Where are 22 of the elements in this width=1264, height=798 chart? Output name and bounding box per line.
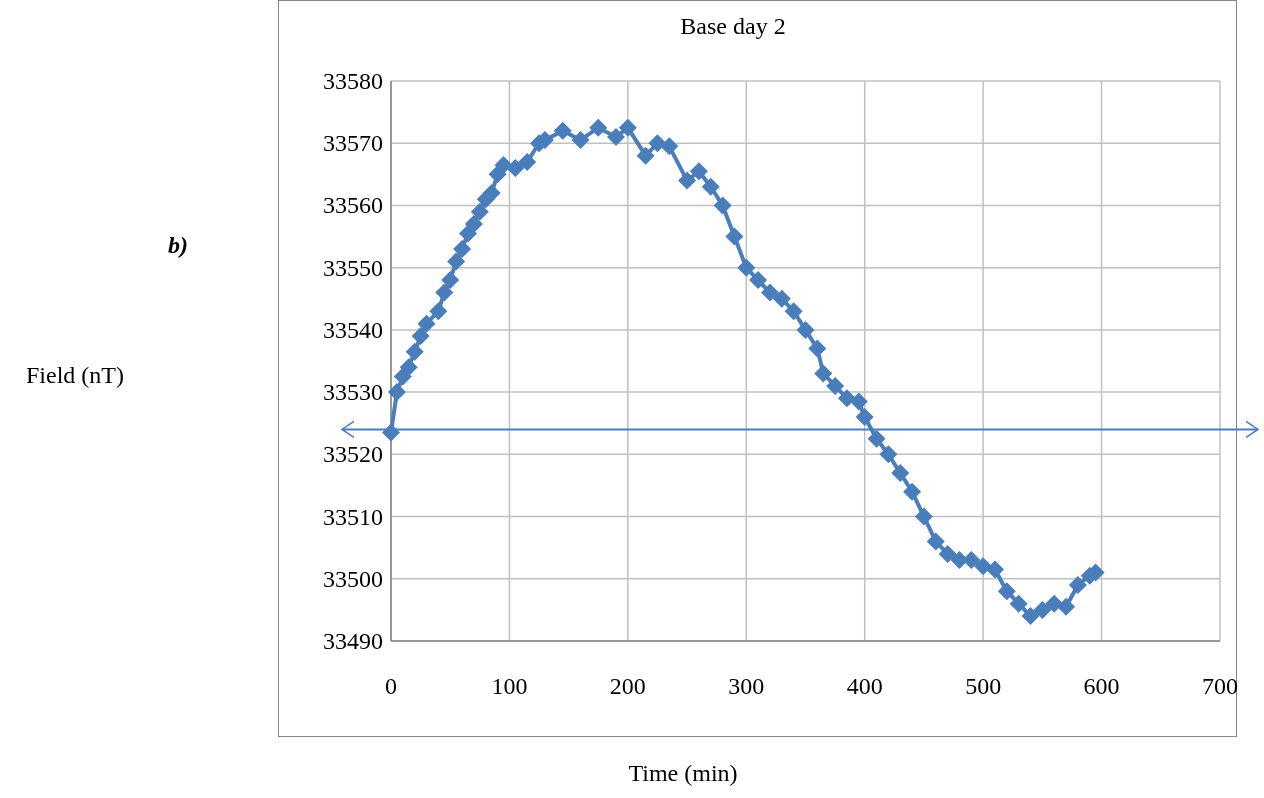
x-tick-label: 400 (846, 673, 883, 699)
y-tick-label: 33530 (323, 379, 383, 406)
y-tick-label: 33560 (323, 192, 383, 219)
x-tick-label: 0 (385, 673, 397, 699)
y-tick-label: 33490 (323, 628, 383, 654)
y-tick-label: 33570 (323, 130, 383, 157)
y-tick-label: 33510 (323, 503, 383, 530)
text: b) (168, 232, 188, 258)
y-tick-label: 33580 (323, 68, 383, 94)
y-tick-label: 33550 (323, 254, 383, 281)
x-tick-label: 300 (728, 673, 765, 699)
x-tick-label: 100 (491, 673, 528, 699)
y-tick-label: 33540 (323, 316, 383, 343)
x-tick-label: 700 (1202, 673, 1238, 699)
x-tick-label: 200 (609, 673, 646, 699)
y-tick-label: 33520 (323, 441, 383, 468)
x-tick-label: 500 (965, 673, 1002, 699)
x-tick-label: 600 (1083, 673, 1120, 699)
chart-title: Base day 2 (680, 13, 786, 39)
x-axis-title: Time (min) (628, 760, 738, 786)
text: Field (nT) (26, 362, 124, 388)
y-tick-label: 33500 (323, 565, 383, 592)
